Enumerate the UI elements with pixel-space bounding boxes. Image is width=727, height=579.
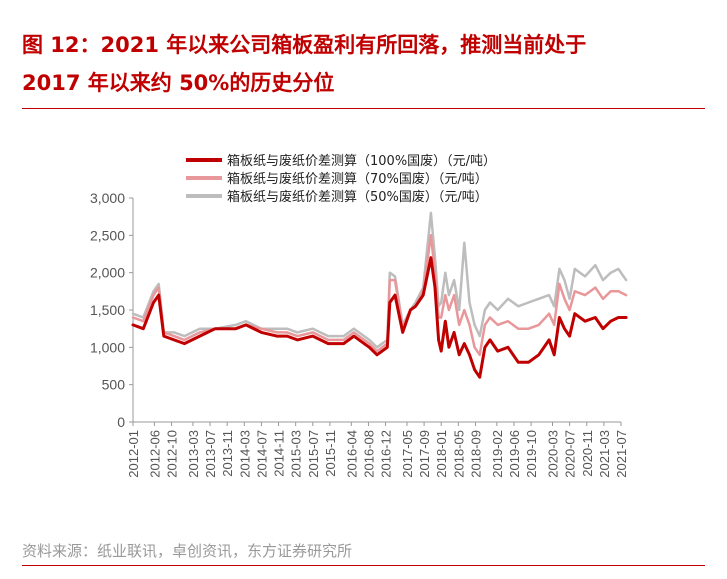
x-tick-label: 2016-08	[361, 430, 376, 478]
x-tick-label: 2018-05	[451, 430, 466, 478]
x-tick-label: 2016-04	[344, 430, 359, 478]
series-line-1	[131, 234, 628, 357]
plot-area	[131, 211, 628, 379]
x-tick-label: 2014-07	[254, 430, 269, 478]
x-tick-label: 2020-11	[580, 430, 595, 477]
x-tick-label: 2015-07	[306, 430, 321, 478]
source-note: 资料来源：纸业联讯，卓创资讯，东方证券研究所	[22, 542, 353, 560]
x-tick-label: 2016-12	[379, 430, 394, 478]
chart-title-line-2: 2017 年以来约 50%的历史分位	[22, 71, 335, 95]
x-tick-label: 2018-01	[434, 430, 449, 478]
line-chart: 箱板纸与废纸价差测算（100%国废）（元/吨） 箱板纸与废纸价差测算（70%国废）…	[90, 153, 629, 478]
x-tick-label: 2017-05	[400, 430, 415, 478]
y-tick-label: 500	[102, 377, 126, 393]
x-tick-label: 2012-10	[165, 430, 180, 478]
x-tick-label: 2018-09	[468, 430, 483, 478]
y-axis: 0 500 1,000 1,500 2,000 2,500 3,000	[90, 190, 134, 430]
x-tick-label: 2014-03	[237, 430, 252, 478]
footer-divider	[22, 565, 705, 566]
series-line-0	[131, 256, 628, 379]
y-tick-label: 0	[117, 414, 125, 430]
x-tick-label: 2013-11	[220, 430, 235, 477]
chart-legend: 箱板纸与废纸价差测算（100%国废）（元/吨） 箱板纸与废纸价差测算（70%国废）…	[186, 153, 496, 205]
x-tick-label: 2015-11	[323, 430, 338, 477]
legend-label-2: 箱板纸与废纸价差测算（50%国废）（元/吨）	[227, 189, 488, 205]
y-tick-label: 1,500	[90, 302, 125, 318]
y-tick-label: 3,000	[90, 190, 125, 206]
chart-title-line-1: 图 12：2021 年以来公司箱板盈利有所回落，推测当前处于	[22, 33, 587, 57]
x-tick-label: 2020-07	[563, 430, 578, 478]
y-tick-label: 1,000	[90, 339, 125, 355]
legend-label-0: 箱板纸与废纸价差测算（100%国废）（元/吨）	[227, 153, 496, 169]
x-tick-label: 2015-03	[289, 430, 304, 478]
x-tick-label: 2014-11	[272, 430, 287, 477]
y-tick-label: 2,000	[90, 265, 125, 281]
x-tick-label: 2020-03	[546, 430, 561, 478]
x-tick-label: 2021-03	[597, 430, 612, 478]
x-tick-label: 2019-02	[490, 430, 505, 478]
legend-label-1: 箱板纸与废纸价差测算（70%国废）（元/吨）	[227, 171, 488, 187]
x-axis: 2012-01 2012-06 2012-10 2013-03 2013-07 2013-…	[126, 421, 629, 478]
x-tick-label: 2012-01	[126, 430, 141, 478]
x-tick-label: 2019-06	[507, 430, 522, 478]
x-tick-label: 2013-07	[203, 430, 218, 478]
x-tick-label: 2019-10	[524, 430, 539, 478]
y-tick-label: 2,500	[90, 227, 125, 243]
x-tick-label: 2017-09	[417, 430, 432, 478]
title-divider	[22, 108, 705, 109]
x-tick-label: 2013-03	[186, 430, 201, 478]
x-tick-label: 2012-06	[147, 430, 162, 478]
series-line-2	[131, 211, 628, 349]
x-tick-label: 2021-07	[614, 430, 629, 478]
chart-title: 图 12：2021 年以来公司箱板盈利有所回落，推测当前处于 2017 年以来约…	[22, 26, 712, 102]
